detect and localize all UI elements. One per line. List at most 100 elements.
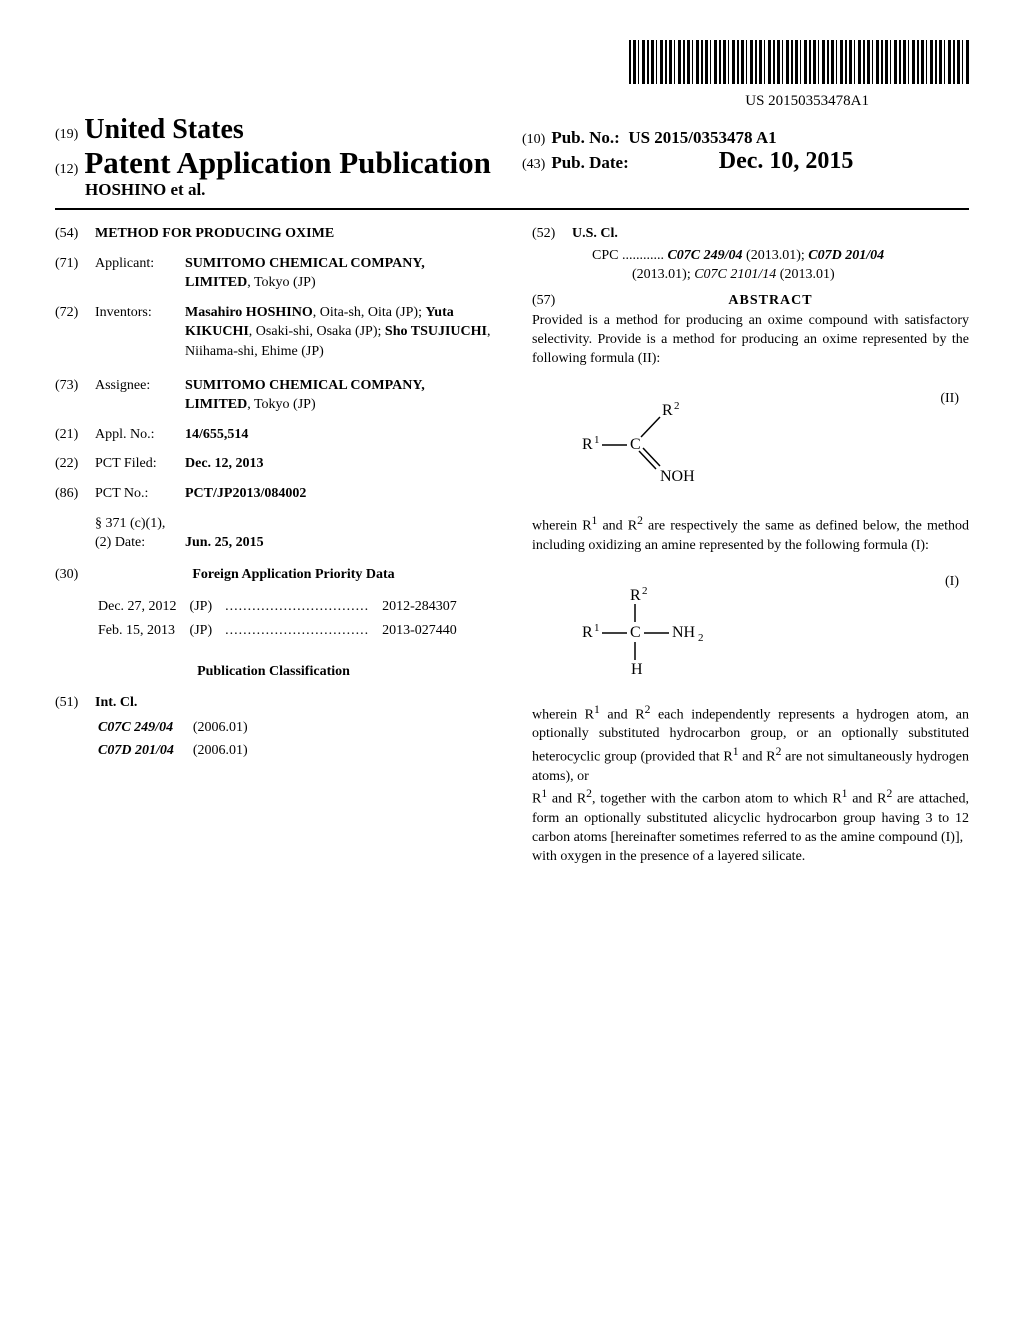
cpc-line: CPC ............ C07C 249/04 (2013.01); … bbox=[592, 246, 969, 285]
pub-title: Patent Application Publication bbox=[84, 145, 490, 180]
field-code: (52) bbox=[532, 224, 572, 244]
intcl-code: C07D 201/04 bbox=[97, 740, 190, 762]
formula-II: (II) R 1 C R 2 NOH bbox=[532, 399, 969, 489]
field-code: (21) bbox=[55, 425, 95, 445]
cpc1y: (2013.01); bbox=[743, 248, 809, 263]
field-label: Appl. No.: bbox=[95, 425, 185, 445]
intcl-code: C07C 249/04 bbox=[97, 717, 190, 739]
uscl-label: U.S. Cl. bbox=[572, 224, 969, 244]
code-43: (43) bbox=[522, 157, 545, 172]
code-19: (19) bbox=[55, 127, 78, 142]
field-label: PCT No.: bbox=[95, 484, 185, 504]
svg-text:R: R bbox=[630, 587, 641, 604]
barcode-graphic bbox=[629, 40, 969, 84]
inventor-1-loc: , Oita-sh, Oita (JP); bbox=[313, 305, 426, 320]
field-57: (57) ABSTRACT bbox=[532, 291, 969, 311]
pub-date: Dec. 10, 2015 bbox=[719, 148, 854, 174]
priority-cc: (JP) bbox=[189, 620, 223, 642]
intcl-label: Int. Cl. bbox=[95, 693, 492, 713]
intcl-row: C07C 249/04 (2006.01) bbox=[97, 717, 264, 739]
field-code: (22) bbox=[55, 454, 95, 474]
txt: wherein R bbox=[532, 707, 594, 722]
pubno-label: Pub. No.: bbox=[551, 128, 619, 147]
cpc2y: (2013.01); bbox=[632, 267, 694, 282]
priority-row: Dec. 27, 2012 (JP) .....................… bbox=[97, 596, 467, 618]
f86-sub2a: (2) Date: bbox=[95, 533, 185, 553]
hr-rule bbox=[55, 208, 969, 210]
svg-text:R: R bbox=[662, 402, 673, 419]
svg-text:2: 2 bbox=[642, 585, 648, 597]
cpc3: C07C 2101/14 bbox=[694, 267, 776, 282]
cpc1: C07C 249/04 bbox=[667, 248, 742, 263]
svg-text:2: 2 bbox=[698, 632, 704, 644]
field-86: (86) PCT No.: PCT/JP2013/084002 bbox=[55, 484, 492, 504]
txt: and R bbox=[739, 750, 776, 765]
svg-text:2: 2 bbox=[674, 400, 680, 412]
priority-date: Feb. 15, 2013 bbox=[97, 620, 187, 642]
field-code: (86) bbox=[55, 484, 95, 504]
barcode-number: US 20150353478A1 bbox=[55, 93, 869, 110]
abstract-head: ABSTRACT bbox=[572, 291, 969, 311]
right-column: (52) U.S. Cl. CPC ............ C07C 249/… bbox=[532, 224, 969, 867]
txt: and R bbox=[597, 519, 637, 534]
f86-sub2b: Jun. 25, 2015 bbox=[185, 535, 264, 550]
cpc-lead: CPC ............ bbox=[592, 248, 664, 263]
intcl-table: C07C 249/04 (2006.01) C07D 201/04 (2006.… bbox=[95, 715, 266, 764]
priority-dots: ................................ bbox=[224, 596, 379, 618]
field-code: (30) bbox=[55, 565, 95, 585]
field-label: Inventors: bbox=[95, 303, 185, 362]
priority-cc: (JP) bbox=[189, 596, 223, 618]
barcode-block: US 20150353478A1 bbox=[55, 40, 969, 110]
abstract-p2: wherein R1 and R2 are respectively the s… bbox=[532, 513, 969, 555]
formula-I-label: (I) bbox=[945, 572, 959, 592]
field-code: (71) bbox=[55, 254, 95, 293]
cpc3y: (2013.01) bbox=[776, 267, 834, 282]
date-label: Pub. Date: bbox=[551, 153, 628, 172]
field-71: (71) Applicant: SUMITOMO CHEMICAL COMPAN… bbox=[55, 254, 492, 293]
txt: and R bbox=[600, 707, 645, 722]
formula-I: (I) R 1 C R 2 NH 2 H bbox=[532, 582, 969, 682]
priority-num: 2013-027440 bbox=[381, 620, 467, 642]
svg-text:NOH: NOH bbox=[660, 468, 695, 485]
intcl-year: (2006.01) bbox=[192, 740, 264, 762]
txt: R bbox=[532, 792, 541, 807]
field-30: (30) Foreign Application Priority Data bbox=[55, 565, 492, 585]
priority-head: Foreign Application Priority Data bbox=[95, 565, 492, 585]
svg-text:C: C bbox=[630, 624, 641, 641]
svg-text:1: 1 bbox=[594, 622, 600, 634]
txt: and R bbox=[847, 792, 886, 807]
field-21: (21) Appl. No.: 14/655,514 bbox=[55, 425, 492, 445]
intcl-year: (2006.01) bbox=[192, 717, 264, 739]
field-51: (51) Int. Cl. bbox=[55, 693, 492, 713]
priority-row: Feb. 15, 2013 (JP) .....................… bbox=[97, 620, 467, 642]
invention-title: METHOD FOR PRODUCING OXIME bbox=[95, 224, 492, 244]
code-10: (10) bbox=[522, 132, 545, 147]
field-label: PCT Filed: bbox=[95, 454, 185, 474]
svg-text:NH: NH bbox=[672, 624, 696, 641]
svg-text:C: C bbox=[630, 436, 641, 453]
inventor-3: Sho TSUJIUCHI bbox=[385, 324, 487, 339]
country-name: United States bbox=[84, 114, 243, 145]
field-code: (57) bbox=[532, 291, 572, 311]
abstract-p1: Provided is a method for producing an ox… bbox=[532, 312, 969, 369]
priority-dots: ................................ bbox=[224, 620, 379, 642]
field-22: (22) PCT Filed: Dec. 12, 2013 bbox=[55, 454, 492, 474]
txt: and R bbox=[547, 792, 586, 807]
field-label: Applicant: bbox=[95, 254, 185, 293]
abstract-p3: wherein R1 and R2 each independently rep… bbox=[532, 702, 969, 787]
field-code: (73) bbox=[55, 376, 95, 415]
main-columns: (54) METHOD FOR PRODUCING OXIME (71) App… bbox=[55, 224, 969, 867]
svg-text:H: H bbox=[631, 661, 643, 678]
priority-date: Dec. 27, 2012 bbox=[97, 596, 187, 618]
f86-sub1: § 371 (c)(1), bbox=[95, 514, 492, 534]
field-code: (72) bbox=[55, 303, 95, 362]
txt: wherein R bbox=[532, 519, 592, 534]
svg-text:R: R bbox=[582, 436, 593, 453]
field-73: (73) Assignee: SUMITOMO CHEMICAL COMPANY… bbox=[55, 376, 492, 415]
abstract-p5: with oxygen in the presence of a layered… bbox=[532, 848, 969, 867]
assignee-loc: , Tokyo (JP) bbox=[247, 397, 315, 412]
field-52: (52) U.S. Cl. bbox=[532, 224, 969, 244]
formula-I-svg: R 1 C R 2 NH 2 H bbox=[572, 582, 762, 682]
authors: HOSHINO et al. bbox=[55, 180, 502, 200]
cpc2: C07D 201/04 bbox=[808, 248, 884, 263]
